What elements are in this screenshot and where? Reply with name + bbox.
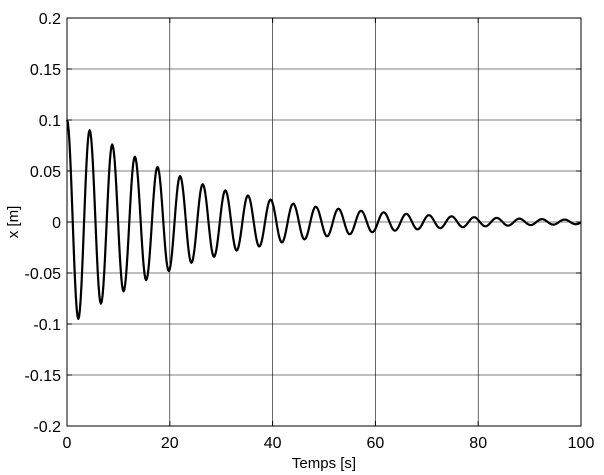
y-tick-label: 0 — [52, 215, 61, 232]
y-tick-labels: 0.2 0.15 0.1 0.05 0 -0.05 -0.1 -0.15 -0.2 — [25, 11, 62, 436]
y-tick-label: 0.2 — [39, 11, 61, 28]
plot-frame — [66, 17, 582, 427]
x-tick-labels: 0 20 40 60 80 100 — [63, 435, 595, 452]
x-tick-label: 20 — [161, 435, 179, 452]
x-tick-label: 40 — [264, 435, 282, 452]
series-line — [65, 119, 582, 320]
y-tick-label: 0.1 — [39, 113, 61, 130]
y-tick-label: -0.15 — [25, 368, 62, 385]
y-tick-label: -0.05 — [25, 266, 62, 283]
x-tick-label: 100 — [568, 435, 595, 452]
y-tick-label: 0.15 — [30, 62, 61, 79]
x-tick-label: 60 — [367, 435, 385, 452]
y-tick-label: 0.05 — [30, 164, 61, 181]
x-axis-label: Temps [s] — [292, 455, 356, 472]
y-axis-label: x [m] — [5, 206, 22, 239]
y-tick-label: -0.1 — [33, 317, 61, 334]
y-tick-label: -0.2 — [33, 419, 61, 436]
x-tick-label: 0 — [63, 435, 72, 452]
x-tick-label: 80 — [469, 435, 487, 452]
